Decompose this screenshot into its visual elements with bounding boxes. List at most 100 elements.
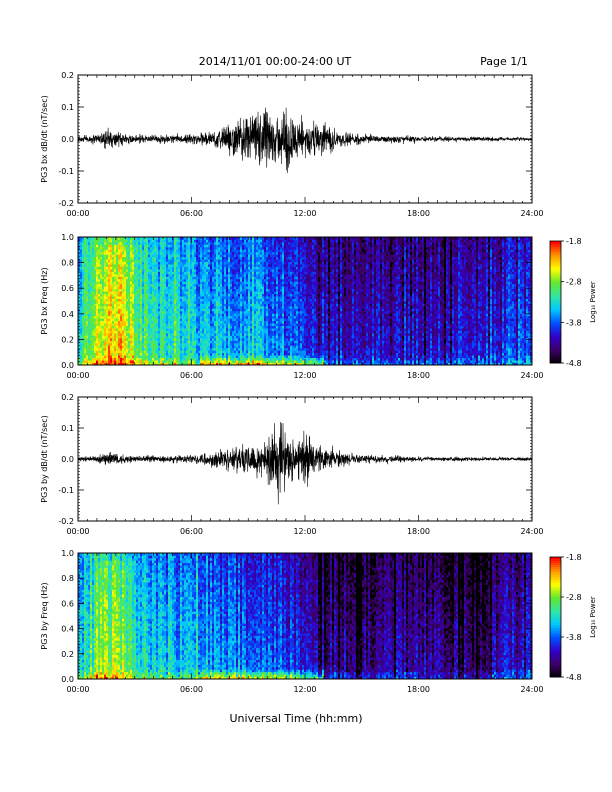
bx-spec-cell bbox=[130, 281, 133, 285]
bx-spec-cell bbox=[124, 320, 127, 324]
bx-spec-cell bbox=[134, 328, 137, 331]
bx-spec-cell bbox=[104, 360, 107, 363]
bx-spec-cell bbox=[92, 244, 95, 248]
bx-spec-cell bbox=[114, 241, 117, 245]
bx-spec-cell bbox=[110, 323, 113, 327]
bx-spec-cell bbox=[132, 335, 135, 339]
bx-spec-cell bbox=[92, 283, 95, 287]
bx-spec-cell bbox=[102, 330, 105, 334]
bx-spec-cell bbox=[98, 241, 101, 245]
bx-spec-cell bbox=[108, 291, 111, 295]
bx-spec-cell bbox=[108, 244, 111, 248]
bx-spec-cell bbox=[120, 256, 123, 260]
bx-spec-cell bbox=[124, 266, 127, 270]
bx-spec-cell bbox=[120, 352, 123, 356]
bx-spec-cell bbox=[110, 315, 113, 319]
bx-spec-cell bbox=[108, 315, 111, 319]
bx-spec-cell bbox=[132, 256, 135, 260]
bx-spec-cell bbox=[84, 251, 87, 255]
bx-spec-cell bbox=[118, 266, 121, 270]
bx-spec-cell bbox=[102, 286, 105, 290]
bx-spec-cell bbox=[108, 281, 111, 285]
bx-spec-cell bbox=[124, 296, 127, 299]
bx-spec-cell bbox=[124, 305, 127, 309]
bx-spec-cell bbox=[114, 261, 117, 265]
bx-spec-cell bbox=[86, 313, 89, 317]
bx-spec-cell bbox=[84, 266, 87, 270]
bx-spec-cell bbox=[130, 246, 133, 250]
bx-spec-cell bbox=[130, 298, 133, 302]
bx-spec-cell bbox=[106, 296, 109, 299]
bx-spec-cell bbox=[98, 337, 101, 341]
bx-spec-cell bbox=[84, 291, 87, 295]
bx-spec-cell bbox=[122, 278, 125, 282]
bx-spec-cell bbox=[120, 355, 123, 359]
bx-spec-cell bbox=[122, 266, 125, 270]
bx-spec-cell bbox=[92, 345, 95, 349]
bx-spec-cell bbox=[120, 362, 123, 366]
bx-spec-cell bbox=[114, 328, 117, 331]
bx-spec-cell bbox=[102, 291, 105, 295]
bx-spec-cell bbox=[84, 320, 87, 324]
bx-spec-cell bbox=[126, 325, 129, 329]
bx-spec-cell bbox=[130, 323, 133, 327]
bx-spec-cell bbox=[134, 337, 137, 341]
bx-spec-cell bbox=[128, 286, 131, 290]
bx-spec-cell bbox=[136, 281, 139, 285]
bx-spec-cell bbox=[136, 303, 139, 307]
bx-spec-cell bbox=[112, 249, 115, 253]
bx-spec-cell bbox=[128, 352, 131, 356]
bx-spec-cell bbox=[92, 271, 95, 275]
bx-spec-cell bbox=[80, 256, 83, 260]
bx-spec-cell bbox=[106, 276, 109, 280]
bx-spec-cell bbox=[108, 345, 111, 349]
bx-spec-cell bbox=[82, 308, 85, 312]
bx-spec-cell bbox=[92, 362, 95, 366]
bx-spec-cell bbox=[80, 320, 83, 324]
bx-spec-cell bbox=[100, 350, 103, 354]
bx-spec-cell bbox=[110, 246, 113, 250]
bx-spec-cell bbox=[126, 271, 129, 275]
bx-spec-cell bbox=[82, 286, 85, 290]
bx-spec-cell bbox=[98, 239, 101, 243]
bx-spec-cell bbox=[136, 330, 139, 334]
bx-spec-cell bbox=[140, 278, 143, 282]
bx-spec-cell bbox=[102, 244, 105, 248]
bx-spec-cell bbox=[124, 313, 127, 317]
bx-spec-cell bbox=[102, 296, 105, 299]
bx-spec-cell bbox=[136, 239, 139, 243]
bx-spec-cell bbox=[122, 273, 125, 277]
bx-spec-cell bbox=[110, 345, 113, 349]
bx-spec-cell bbox=[132, 337, 135, 341]
bx-spec-cell bbox=[92, 315, 95, 319]
bx-spec-cell bbox=[86, 239, 89, 243]
bx-spec-cell bbox=[138, 239, 141, 243]
bx-spec-cell bbox=[134, 315, 137, 319]
bx-spec-cell bbox=[120, 320, 123, 324]
bx-spec-cell bbox=[94, 325, 97, 329]
bx-spec-cell bbox=[120, 313, 123, 317]
bx-spec-cell bbox=[92, 301, 95, 304]
bx-spec-cell bbox=[116, 298, 119, 302]
bx-spec-cell bbox=[114, 323, 117, 327]
bx-spec-cell bbox=[104, 276, 107, 280]
bx-spec-cell bbox=[84, 362, 87, 366]
bx-spec-cell bbox=[90, 288, 93, 292]
bx-spec-cell bbox=[122, 357, 125, 361]
bx-spec-cell bbox=[82, 249, 85, 253]
bx-spec-cell bbox=[134, 269, 137, 272]
bx-spec-cell bbox=[102, 239, 105, 243]
bx-spec-cell bbox=[138, 269, 141, 272]
bx-spec-cell bbox=[132, 239, 135, 243]
bx-spec-cell bbox=[118, 276, 121, 280]
bx-spec-cell bbox=[128, 345, 131, 349]
bx-spec-cell bbox=[96, 244, 99, 248]
bx-spec-cell bbox=[106, 355, 109, 359]
bx-spec-cell bbox=[132, 340, 135, 344]
bx-spec-cell bbox=[116, 305, 119, 309]
bx-spec-cell bbox=[84, 305, 87, 309]
bx-spec-cell bbox=[92, 276, 95, 280]
bx-spec-cell bbox=[122, 271, 125, 275]
bx-spec-cell bbox=[78, 320, 81, 324]
bx-spec-cell bbox=[80, 323, 83, 327]
